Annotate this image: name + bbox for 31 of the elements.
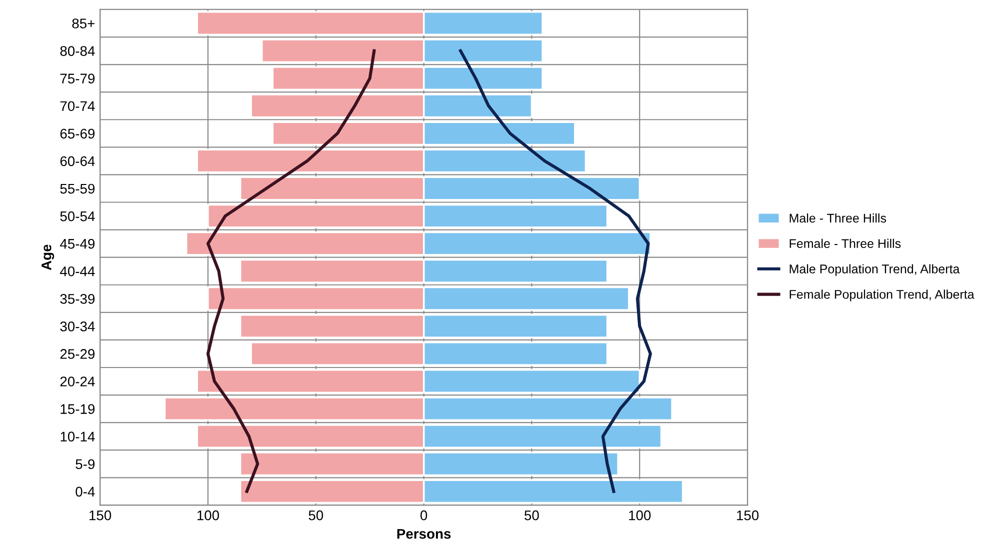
- y-tick-label: 60-64: [60, 156, 95, 166]
- y-tick-label: 25-29: [60, 349, 95, 359]
- x-tick-label: 50: [308, 510, 324, 520]
- y-tick-label: 75-79: [60, 74, 95, 84]
- legend-label: Male Population Trend, Alberta: [790, 264, 960, 276]
- x-tick-label: 150: [90, 510, 112, 520]
- x-tick-label: 50: [524, 510, 539, 520]
- y-tick-label: 80-84: [60, 46, 95, 56]
- x-tick-label: 150: [736, 510, 759, 520]
- y-tick-label: 55-59: [60, 184, 95, 194]
- y-tick-label: 40-44: [60, 266, 95, 276]
- y-tick-label: 20-24: [60, 376, 95, 386]
- y-tick-label: 35-39: [60, 294, 95, 304]
- y-tick-label: 45-49: [60, 238, 95, 249]
- legend-label: Female - Three Hills: [790, 238, 901, 248]
- y-tick-label: 50-54: [60, 211, 95, 222]
- x-tick-label: 100: [629, 510, 651, 520]
- y-tick-label: 15-19: [60, 404, 95, 414]
- y-tick-label: 65-69: [60, 128, 95, 139]
- y-tick-label: 0-4: [76, 486, 95, 497]
- legend-label: Male - Three Hills: [790, 213, 886, 223]
- y-tick-label: 70-74: [60, 101, 95, 112]
- y-tick-label: 10-14: [60, 432, 95, 442]
- x-axis-title: Persons: [397, 529, 451, 539]
- y-tick-label: 30-34: [60, 322, 95, 332]
- y-tick-label: 5-9: [76, 459, 95, 470]
- y-tick-label: 85+: [72, 18, 95, 28]
- x-tick-label: 0: [420, 510, 428, 520]
- x-tick-label: 100: [197, 510, 220, 520]
- legend-label: Female Population Trend, Alberta: [790, 290, 974, 302]
- y-axis-title: Age: [42, 244, 54, 270]
